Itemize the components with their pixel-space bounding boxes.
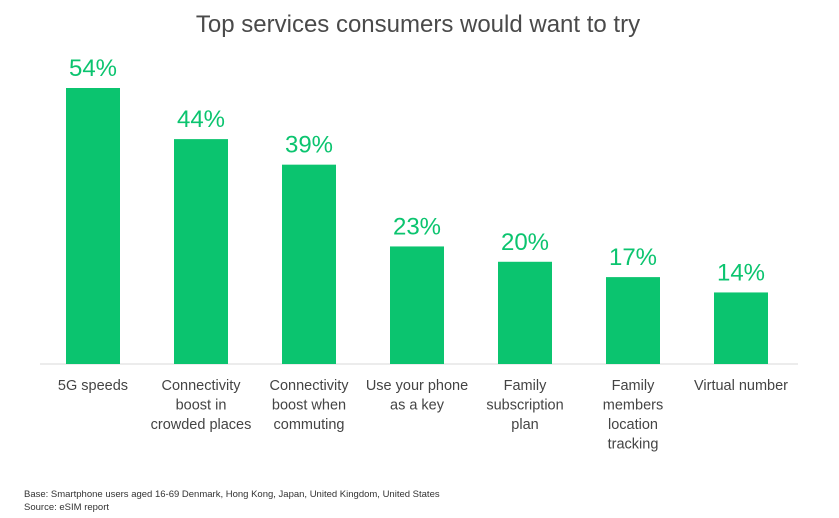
category-label: as a key	[390, 398, 445, 414]
chart-title: Top services consumers would want to try	[196, 11, 640, 38]
category-label: subscription	[486, 398, 563, 414]
bar	[606, 277, 660, 364]
bar	[498, 261, 552, 364]
footnote-source: Source: eSIM report	[24, 502, 109, 513]
category-label: plan	[511, 417, 538, 433]
bar-value-label: 39%	[285, 132, 333, 159]
category-label: boost in	[176, 398, 227, 414]
category-label: Connectivity	[270, 378, 350, 394]
bar	[282, 164, 336, 364]
bar	[714, 292, 768, 364]
bar	[66, 88, 120, 364]
category-label: tracking	[608, 437, 659, 453]
category-label: commuting	[274, 417, 345, 433]
category-label: location	[608, 417, 658, 433]
category-labels-group: 5G speeds Connectivity boost in crowded pla…	[58, 378, 788, 453]
category-label: members	[603, 398, 663, 414]
category-label: Family	[612, 378, 655, 394]
bar-value-label: 54%	[69, 55, 117, 82]
value-labels-group: 54% 44% 39% 23% 20% 17% 14%	[69, 55, 765, 286]
category-label: boost when	[272, 398, 346, 414]
bar-value-label: 20%	[501, 229, 549, 256]
category-label: Connectivity	[162, 378, 242, 394]
bar	[174, 139, 228, 364]
category-label: Family	[504, 378, 547, 394]
category-label: Use your phone	[366, 378, 468, 394]
bar-value-label: 23%	[393, 213, 441, 240]
bar-value-label: 44%	[177, 106, 225, 133]
footnote-base: Base: Smartphone users aged 16-69 Denmar…	[24, 489, 440, 500]
category-label: crowded places	[151, 417, 252, 433]
bar-value-label: 14%	[717, 259, 765, 286]
bar	[390, 246, 444, 364]
bars-group	[66, 88, 768, 364]
category-label: Virtual number	[694, 378, 788, 394]
category-label: 5G speeds	[58, 378, 128, 394]
bar-value-label: 17%	[609, 244, 657, 271]
